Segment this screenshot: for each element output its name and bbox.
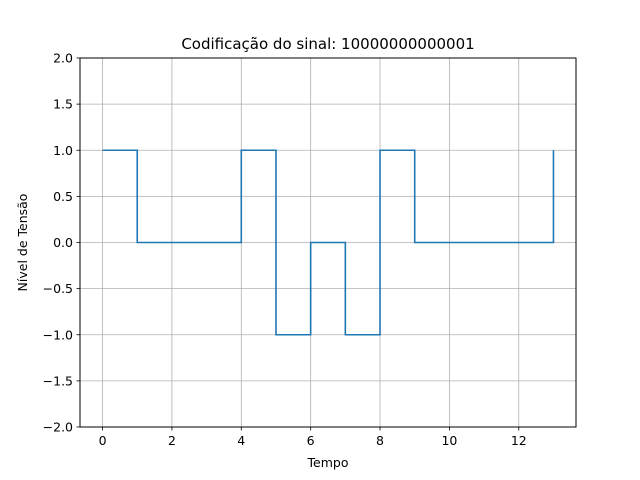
x-tick-label: 10 [441, 433, 457, 448]
ticks: 0 2 4 6 8 10 12 −2.0 −1.5 −1.0 −0.5 0.0 0.5 1.0 1.5 2.0 [43, 51, 527, 449]
chart-title: Codificação do sinal: 10000000000001 [181, 35, 474, 53]
series-layer [102, 149, 555, 336]
y-tick-label: −1.0 [43, 327, 73, 342]
y-tick-label: 1.0 [53, 143, 73, 158]
x-tick-label: 6 [307, 433, 315, 448]
y-tick-label: 0.0 [53, 235, 73, 250]
x-tick-label: 8 [376, 433, 384, 448]
series-line [102, 149, 555, 336]
y-tick-label: −1.5 [43, 373, 73, 388]
x-axis-label: Tempo [307, 455, 349, 470]
y-tick-label: 1.5 [53, 97, 73, 112]
x-tick-label: 4 [237, 433, 245, 448]
x-tick-label: 12 [511, 433, 527, 448]
y-axis-label: Nível de Tensão [15, 194, 30, 292]
y-tick-label: 0.5 [53, 189, 73, 204]
y-tick-label: 2.0 [53, 51, 73, 66]
y-tick-label: −0.5 [43, 281, 73, 296]
x-tick-label: 2 [168, 433, 176, 448]
x-tick-label: 0 [99, 433, 107, 448]
y-tick-label: −2.0 [43, 420, 73, 435]
